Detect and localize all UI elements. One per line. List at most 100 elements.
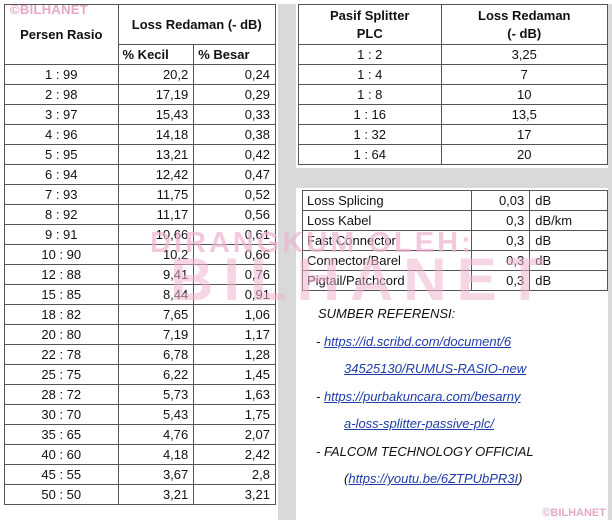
ratio-cell: 5 : 95 xyxy=(4,144,119,165)
small-loss-cell: 3,67 xyxy=(117,464,195,485)
splitter-header-line2: PLC xyxy=(356,25,383,41)
big-loss-cell: 0,47 xyxy=(193,164,276,185)
ratio-cell: 7 : 93 xyxy=(4,184,119,205)
reference-3-link[interactable]: https://youtu.be/6ZTPUbPR3I xyxy=(348,471,519,486)
bullet: - xyxy=(316,388,324,404)
table-row: 1 : 99 20,2 0,24 xyxy=(4,64,276,85)
big-loss-cell: 0,91 xyxy=(193,284,276,305)
reference-2-cont: a-loss-splitter-passive-plc/ xyxy=(300,410,608,438)
reference-3-text: FALCOM TECHNOLOGY OFFICIAL xyxy=(323,443,534,459)
splitter-ratio-cell: 1 : 8 xyxy=(298,84,442,105)
reference-1-link[interactable]: https://id.scribd.com/document/6 xyxy=(323,333,512,349)
splitter-header-line1: Pasif Splitter xyxy=(330,7,410,23)
big-loss-cell: 0,66 xyxy=(193,244,276,265)
big-loss-cell: 2,8 xyxy=(193,464,276,485)
table-row: 18 : 82 7,65 1,06 xyxy=(4,304,276,325)
splitter-ratio-cell: 1 : 16 xyxy=(298,104,442,125)
small-loss-cell: 4,18 xyxy=(117,444,195,465)
paren-close: ) xyxy=(518,471,523,486)
big-loss-cell: 1,45 xyxy=(193,364,276,385)
reference-1: - https://id.scribd.com/document/6 xyxy=(300,328,608,356)
loss-item-cell: Pigtail/Patchcord xyxy=(301,270,473,291)
col-header-loss: Loss Redaman (- dB) xyxy=(117,4,277,45)
loss-unit-cell: dB xyxy=(529,270,608,291)
table-row: Loss Splicing 0,03 dB xyxy=(301,190,608,211)
ratio-cell: 10 : 90 xyxy=(4,244,119,265)
loss-value-cell: 0,03 xyxy=(471,190,531,211)
table-row: 3 : 97 15,43 0,33 xyxy=(4,104,276,125)
ratio-cell: 8 : 92 xyxy=(4,204,119,225)
table-row: 1 : 2 3,25 xyxy=(298,44,609,65)
big-loss-cell: 3,21 xyxy=(193,484,276,505)
big-loss-cell: 0,52 xyxy=(193,184,276,205)
small-loss-cell: 11,75 xyxy=(117,184,195,205)
big-loss-cell: 2,07 xyxy=(193,424,276,445)
reference-3: - FALCOM TECHNOLOGY OFFICIAL xyxy=(300,438,608,466)
small-loss-cell: 20,2 xyxy=(117,64,195,85)
big-loss-cell: 1,28 xyxy=(193,344,276,365)
loss-unit-cell: dB xyxy=(529,190,608,211)
splitter-loss-header-line2: (- dB) xyxy=(507,25,542,41)
splitter-loss-cell: 17 xyxy=(440,124,609,145)
splitter-ratio-cell: 1 : 64 xyxy=(298,144,442,165)
small-loss-cell: 7,19 xyxy=(117,324,195,345)
other-loss-table: Loss Splicing 0,03 dB Loss Kabel 0,3 dB/km Fas… xyxy=(301,190,608,291)
table-row: 45 : 55 3,67 2,8 xyxy=(4,464,276,485)
loss-unit-cell: dB/km xyxy=(529,210,608,231)
ratio-cell: 40 : 60 xyxy=(4,444,119,465)
splitter-loss-cell: 10 xyxy=(440,84,609,105)
table-row: 50 : 50 3,21 3,21 xyxy=(4,484,276,505)
splitter-loss-cell: 3,25 xyxy=(440,44,609,65)
loss-item-cell: Loss Splicing xyxy=(301,190,473,211)
table-row: 40 : 60 4,18 2,42 xyxy=(4,444,276,465)
big-loss-cell: 0,24 xyxy=(193,64,276,85)
splitter-header: Pasif Splitter PLC xyxy=(298,4,442,45)
ratio-cell: 6 : 94 xyxy=(4,164,119,185)
reference-2-link[interactable]: https://purbakuncara.com/besarny xyxy=(323,388,521,404)
small-loss-cell: 3,21 xyxy=(117,484,195,505)
big-loss-cell: 0,38 xyxy=(193,124,276,145)
splitter-ratio-cell: 1 : 4 xyxy=(298,64,442,85)
table-row: 8 : 92 11,17 0,56 xyxy=(4,204,276,225)
big-loss-cell: 0,29 xyxy=(193,84,276,105)
big-loss-cell: 0,33 xyxy=(193,104,276,125)
ratio-cell: 4 : 96 xyxy=(4,124,119,145)
table-row: 25 : 75 6,22 1,45 xyxy=(4,364,276,385)
col-header-small: % Kecil xyxy=(117,44,195,65)
right-edge-band xyxy=(608,4,612,520)
ratio-cell: 12 : 88 xyxy=(4,264,119,285)
splitter-loss-cell: 20 xyxy=(440,144,609,165)
ratio-cell: 3 : 97 xyxy=(4,104,119,125)
small-loss-cell: 12,42 xyxy=(117,164,195,185)
table-row: 22 : 78 6,78 1,28 xyxy=(4,344,276,365)
reference-1-link-cont[interactable]: 34525130/RUMUS-RASIO-new xyxy=(344,361,527,376)
big-loss-cell: 1,06 xyxy=(193,304,276,325)
small-loss-cell: 4,76 xyxy=(117,424,195,445)
references-title: SUMBER REFERENSI: xyxy=(318,306,456,321)
ratio-cell: 2 : 98 xyxy=(4,84,119,105)
table-row: 12 : 88 9,41 0,76 xyxy=(4,264,276,285)
table-row: 9 : 91 10,66 0,61 xyxy=(4,224,276,245)
watermark-center-small: DIRANGKUM OLEH: xyxy=(150,227,474,259)
table-row: 28 : 72 5,73 1,63 xyxy=(4,384,276,405)
ratio-cell: 1 : 99 xyxy=(4,64,119,85)
big-loss-cell: 0,42 xyxy=(193,144,276,165)
bullet: - xyxy=(316,443,324,459)
table-row: 5 : 95 13,21 0,42 xyxy=(4,144,276,165)
watermark-top-left: ©BILHANET xyxy=(10,2,88,17)
ratio-loss-table: Persen Rasio Loss Redaman (- dB) % Kecil… xyxy=(4,4,277,505)
col-header-big: % Besar xyxy=(193,44,276,65)
table-row: 35 : 65 4,76 2,07 xyxy=(4,424,276,445)
ratio-cell: 45 : 55 xyxy=(4,464,119,485)
ratio-cell: 20 : 80 xyxy=(4,324,119,345)
splitter-loss-cell: 7 xyxy=(440,64,609,85)
reference-2-link-cont[interactable]: a-loss-splitter-passive-plc/ xyxy=(344,416,495,431)
table-row: Pigtail/Patchcord 0,3 dB xyxy=(301,270,608,291)
table-row: 1 : 32 17 xyxy=(298,124,609,145)
table-row: Fast Connector 0,3 dB xyxy=(301,230,608,251)
watermark-center-big: BILHANET xyxy=(170,246,554,313)
reference-2: - https://purbakuncara.com/besarny xyxy=(300,383,608,411)
splitter-loss-header-line1: Loss Redaman xyxy=(478,7,571,23)
table-row: 1 : 8 10 xyxy=(298,84,609,105)
